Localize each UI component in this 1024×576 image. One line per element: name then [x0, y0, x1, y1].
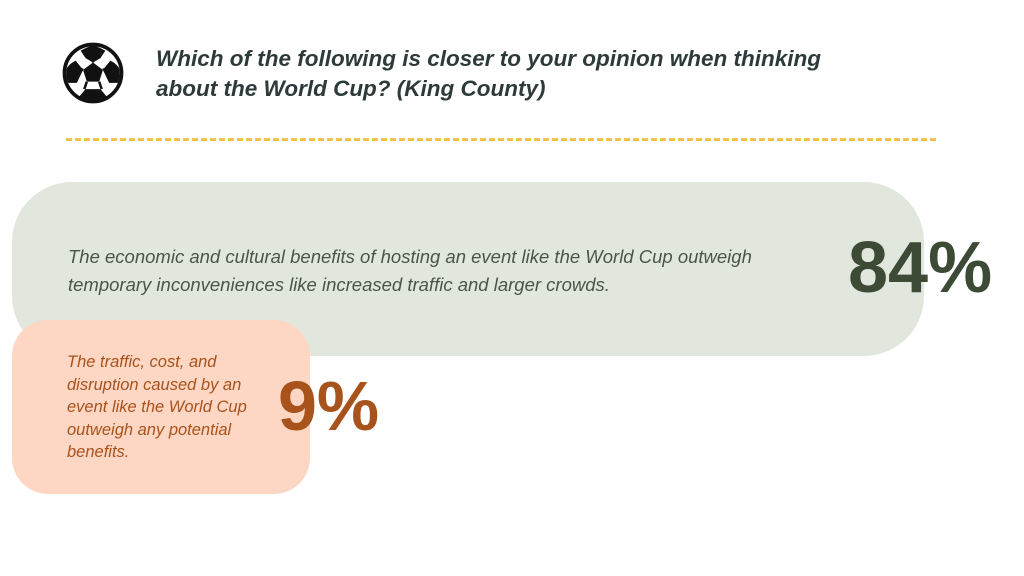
value-label-majority: 84%: [848, 228, 993, 308]
chart-title: Which of the following is closer to your…: [156, 46, 821, 101]
dashed-divider: [66, 138, 936, 141]
bar-minority: [12, 320, 310, 494]
category-label-majority: The economic and cultural benefits of ho…: [68, 246, 752, 295]
soccer-ball-icon: [62, 42, 124, 104]
value-label-minority: 9%: [278, 367, 380, 445]
category-label-minority: The traffic, cost, and disruption caused…: [67, 353, 247, 461]
